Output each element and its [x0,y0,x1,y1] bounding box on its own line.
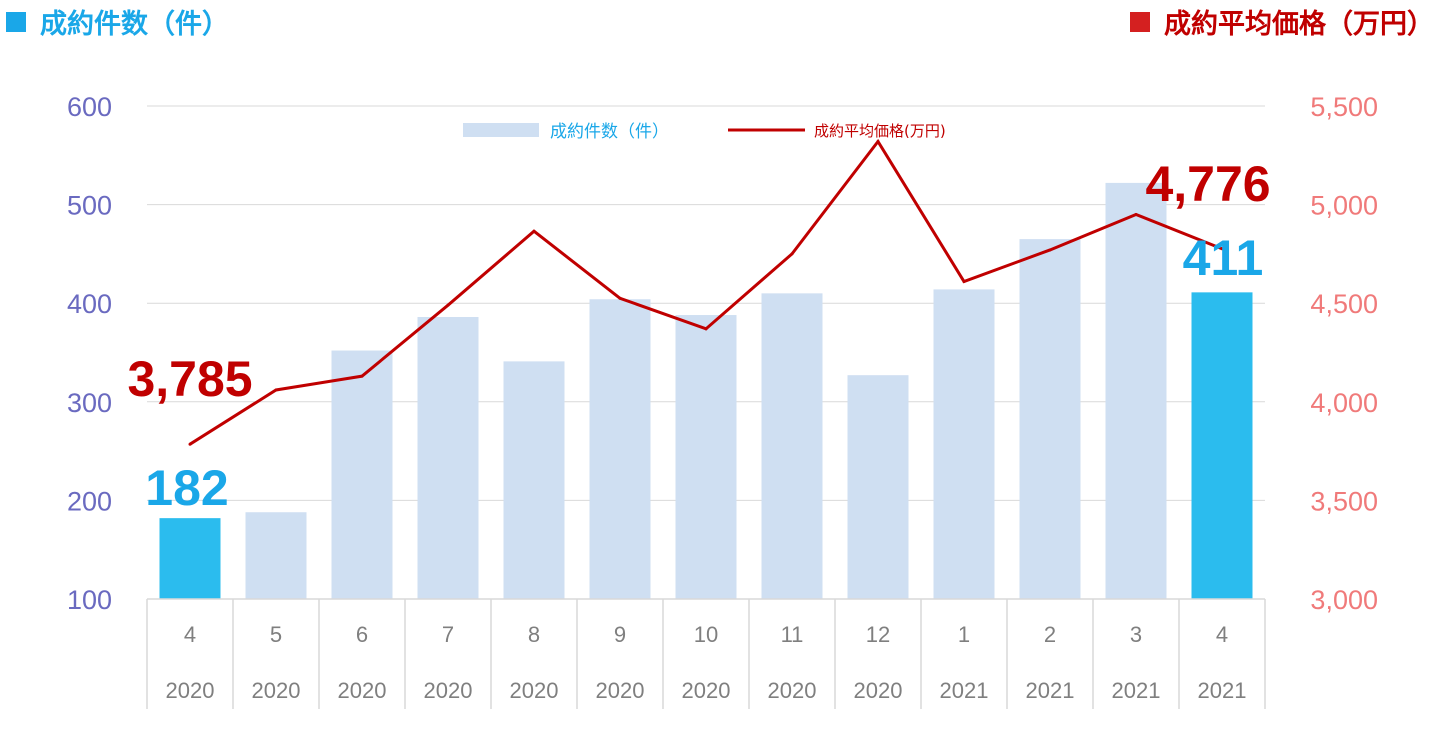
x-tick-month: 5 [270,622,282,647]
bar [847,375,909,599]
right-axis-title: 成約平均価格（万円） [1130,2,1434,41]
left-axis-title: 成約件数（件） [6,2,229,41]
price-point [188,442,192,446]
x-tick-year: 2020 [682,678,731,703]
x-tick-year: 2020 [166,678,215,703]
price-point [1220,247,1224,251]
bar [761,293,823,599]
price-point [876,139,880,143]
x-tick-year: 2021 [1112,678,1161,703]
x-tick-year: 2020 [596,678,645,703]
right-tick-label: 4,500 [1310,289,1378,319]
left-tick-label: 500 [67,191,112,221]
line-series [188,138,1224,446]
price-point [790,252,794,256]
left-tick-label: 400 [67,289,112,319]
bar [245,512,307,599]
count-label-last: 411 [1183,230,1264,286]
price-point [446,303,450,307]
left-tick-label: 200 [67,486,112,516]
bar-series [159,182,1253,600]
count-legend-square [6,11,26,32]
price-point [618,296,622,300]
x-tick-month: 9 [614,622,626,647]
bar [1191,292,1253,599]
x-tick-year: 2020 [510,678,559,703]
x-tick-year: 2020 [338,678,387,703]
data-labels: 3,785 4,776 182 411 [127,156,1270,516]
right-tick-label: 5,500 [1310,92,1378,122]
x-tick-month: 11 [781,622,804,647]
x-tick-month: 2 [1044,622,1056,647]
x-tick-year: 2021 [1198,678,1247,703]
axes: 100 200 300 400 500 600 3,000 3,500 4,000 4,500 5,… [67,92,1378,709]
price-point [962,280,966,284]
bar [1105,182,1167,599]
legend-line-label: 成約平均価格(万円) [814,122,946,140]
right-tick-label: 3,500 [1310,486,1378,516]
legend: 成約件数（件） 成約平均価格(万円) [463,122,946,142]
x-tick-month: 4 [1216,622,1228,647]
right-axis-title-text: 成約平均価格（万円） [1164,9,1434,40]
x-tick-month: 1 [958,622,970,647]
x-tick-month: 3 [1130,622,1142,647]
price-label-first: 3,785 [127,351,252,407]
x-tick-year: 2020 [854,678,903,703]
x-tick-year: 2020 [768,678,817,703]
left-axis-title-text: 成約件数（件） [40,9,229,40]
right-tick-label: 3,000 [1310,585,1378,615]
left-tick-label: 100 [67,585,112,615]
x-tick-year: 2021 [1026,678,1075,703]
legend-bar-swatch [463,123,539,137]
x-tick-year: 2020 [424,678,473,703]
legend-bar-label: 成約件数（件） [550,122,669,142]
price-point [1048,248,1052,252]
right-tick-label: 5,000 [1310,191,1378,221]
bar [159,518,221,599]
x-tick-month: 8 [528,622,540,647]
price-point [532,229,536,233]
bar [589,299,651,599]
bar [417,317,479,599]
x-tick-year: 2020 [252,678,301,703]
bar [1019,239,1081,600]
x-tick-month: 10 [694,622,718,647]
x-tick-year: 2021 [940,678,989,703]
price-point [360,374,364,378]
bar [933,289,995,599]
left-tick-label: 300 [67,388,112,418]
bar [503,361,565,599]
price-point [274,388,278,392]
count-label-first: 182 [145,460,228,516]
x-tick-month: 12 [866,622,890,647]
price-legend-square [1130,11,1150,32]
bar [331,350,393,599]
price-point [704,327,708,331]
x-tick-month: 7 [442,622,454,647]
price-label-last: 4,776 [1145,156,1270,212]
x-tick-month: 6 [356,622,368,647]
price-point [1134,212,1138,216]
left-tick-label: 600 [67,92,112,122]
right-tick-label: 4,000 [1310,388,1378,418]
x-tick-month: 4 [184,622,196,647]
bar [675,315,737,599]
